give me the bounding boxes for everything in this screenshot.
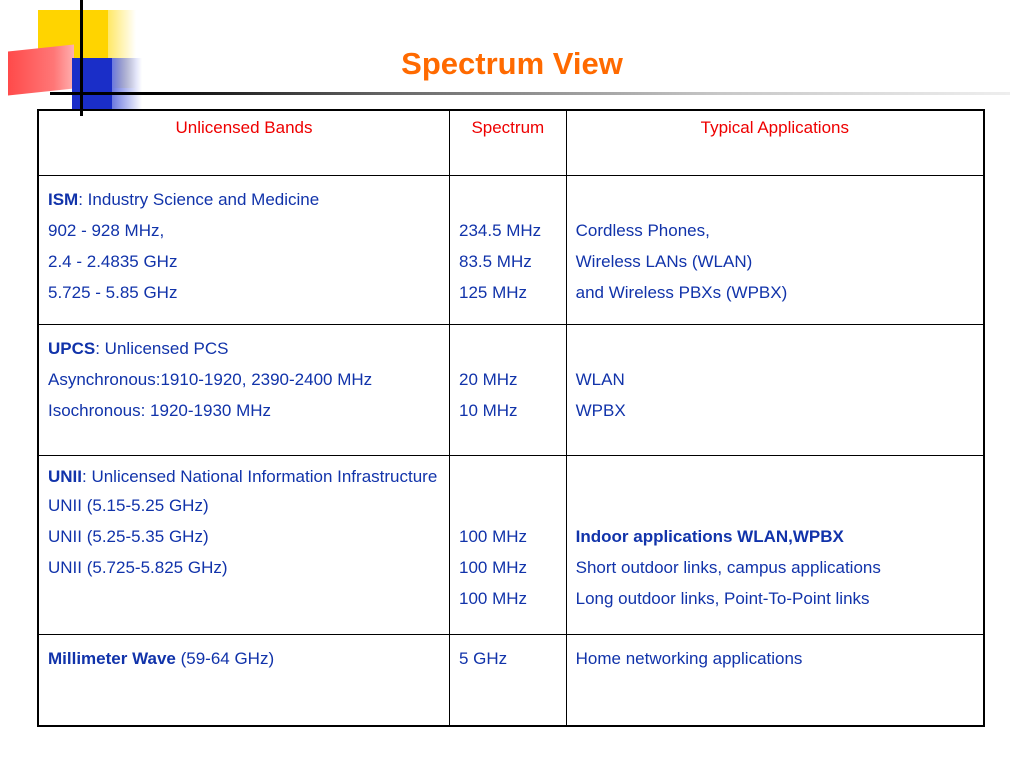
- band-name-upcs: UPCS: [48, 339, 96, 358]
- table-row-ism: ISM: Industry Science and Medicine 902 -…: [37, 175, 985, 325]
- band-line: UNII (5.15-5.25 GHz): [48, 496, 209, 515]
- blue-fade-decoration: [112, 58, 142, 110]
- application-line: Cordless Phones,: [575, 221, 710, 240]
- band-line: Isochronous: 1920-1930 MHz: [48, 401, 272, 420]
- cell-spectrum-unii: 100 MHz 100 MHz 100 MHz: [448, 455, 567, 635]
- band-heading-millimeter-wave: Millimeter Wave (59-64 GHz): [48, 643, 440, 674]
- application-line: WPBX: [575, 401, 626, 420]
- cell-applications-upcs: WLAN WPBX: [565, 324, 985, 456]
- spectrum-value: 234.5 MHz: [458, 221, 542, 240]
- spectrum-value: 125 MHz: [458, 283, 528, 302]
- cell-spectrum-millimeter-wave: 5 GHz: [448, 634, 567, 727]
- cell-applications-unii: Indoor applications WLAN,WPBX Short outd…: [565, 455, 985, 635]
- cell-band-millimeter-wave: Millimeter Wave (59-64 GHz): [37, 634, 450, 727]
- table-row-millimeter-wave: Millimeter Wave (59-64 GHz) 5 GHz Home n…: [37, 634, 985, 727]
- band-heading-ism: ISM: Industry Science and Medicine: [48, 184, 440, 215]
- band-line: 5.725 - 5.85 GHz: [48, 283, 178, 302]
- corner-decoration: [0, 0, 200, 130]
- spectrum-value: 100 MHz: [458, 589, 528, 608]
- band-line: Asynchronous:1910-1920, 2390-2400 MHz: [48, 370, 373, 389]
- band-line: 2.4 - 2.4835 GHz: [48, 252, 178, 271]
- application-line: Indoor applications WLAN,WPBX: [575, 527, 844, 546]
- band-desc-unii: : Unlicensed National Information Infras…: [82, 467, 438, 486]
- band-heading-upcs: UPCS: Unlicensed PCS: [48, 333, 440, 364]
- spectrum-value: 5 GHz: [458, 649, 508, 668]
- application-line: Wireless LANs (WLAN): [575, 252, 753, 271]
- spectrum-table: Unlicensed Bands Spectrum Typical Applic…: [37, 109, 985, 727]
- spectrum-value: 10 MHz: [458, 401, 518, 420]
- application-line: and Wireless PBXs (WPBX): [575, 283, 788, 302]
- band-name-millimeter-wave: Millimeter Wave: [48, 649, 176, 668]
- horizontal-rule: [50, 92, 1010, 95]
- application-line: Short outdoor links, campus applications: [575, 558, 881, 577]
- band-name-ism: ISM: [48, 190, 79, 209]
- blue-square-decoration: [72, 58, 112, 110]
- table-header-row: Unlicensed Bands Spectrum Typical Applic…: [37, 109, 985, 176]
- application-line: Long outdoor links, Point-To-Point links: [575, 589, 870, 608]
- table-row-upcs: UPCS: Unlicensed PCS Asynchronous:1910-1…: [37, 324, 985, 456]
- application-line: Home networking applications: [575, 649, 803, 668]
- vertical-rule: [80, 0, 83, 116]
- cell-spectrum-upcs: 20 MHz 10 MHz: [448, 324, 567, 456]
- band-line: 902 - 928 MHz,: [48, 221, 165, 240]
- band-heading-unii: UNII: Unlicensed National Information In…: [48, 464, 440, 490]
- cell-band-ism: ISM: Industry Science and Medicine 902 -…: [37, 175, 450, 325]
- band-desc-upcs: : Unlicensed PCS: [95, 339, 229, 358]
- cell-spectrum-ism: 234.5 MHz 83.5 MHz 125 MHz: [448, 175, 567, 325]
- cell-applications-millimeter-wave: Home networking applications: [565, 634, 985, 727]
- band-line: UNII (5.25-5.35 GHz): [48, 527, 209, 546]
- application-line: WLAN: [575, 370, 625, 389]
- header-typical-applications: Typical Applications: [565, 109, 985, 176]
- spectrum-value: 100 MHz: [458, 558, 528, 577]
- spectrum-value: 100 MHz: [458, 527, 528, 546]
- spectrum-value: 83.5 MHz: [458, 252, 532, 271]
- spectrum-value: 20 MHz: [458, 370, 518, 389]
- slide-title: Spectrum View: [401, 46, 623, 81]
- cell-band-upcs: UPCS: Unlicensed PCS Asynchronous:1910-1…: [37, 324, 450, 456]
- band-line: UNII (5.725-5.825 GHz): [48, 558, 228, 577]
- table-row-unii: UNII: Unlicensed National Information In…: [37, 455, 985, 635]
- cell-applications-ism: Cordless Phones, Wireless LANs (WLAN) an…: [565, 175, 985, 325]
- header-spectrum: Spectrum: [448, 109, 567, 176]
- cell-band-unii: UNII: Unlicensed National Information In…: [37, 455, 450, 635]
- header-unlicensed-bands: Unlicensed Bands: [37, 109, 450, 176]
- band-desc-millimeter-wave: (59-64 GHz): [175, 649, 275, 668]
- band-desc-ism: : Industry Science and Medicine: [78, 190, 320, 209]
- band-name-unii: UNII: [48, 467, 82, 486]
